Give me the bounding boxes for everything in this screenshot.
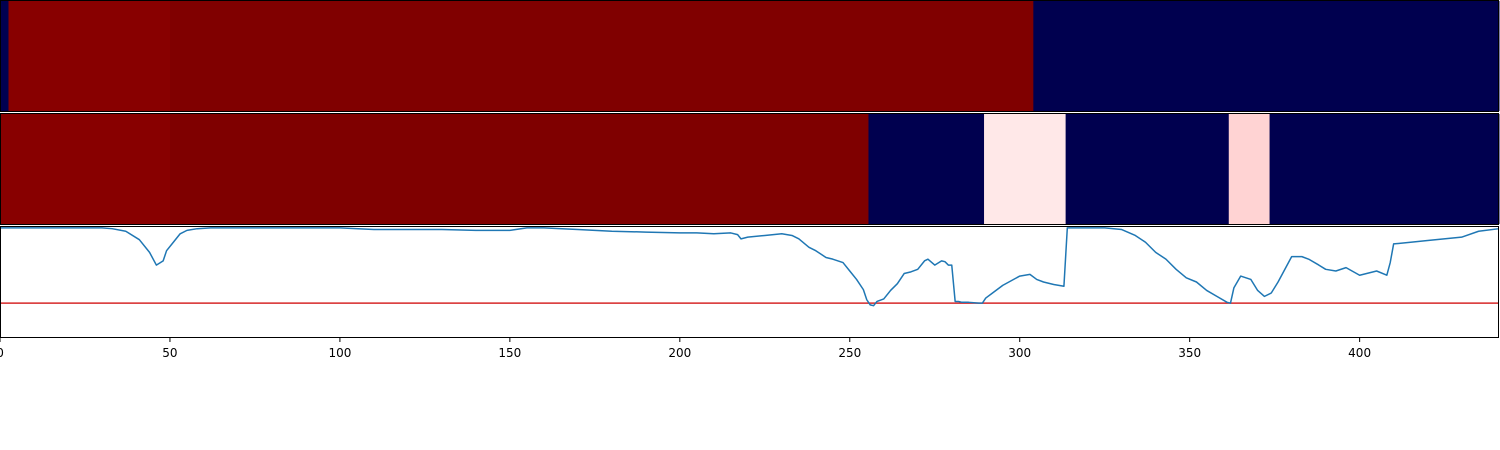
x-axis: 0 50 100 150 200 250 300 350 400 — [0, 338, 1371, 360]
heatmap-cell-1-0 — [0, 1, 9, 111]
x-tick-label-50: 50 — [162, 346, 177, 360]
line-plot-panel — [0, 226, 1500, 338]
line-plot-frame — [0, 226, 1499, 338]
line-plot-background — [0, 226, 1499, 338]
heatmap-cell-2-2 — [868, 114, 985, 224]
x-tick-label-0: 0 — [0, 346, 4, 360]
heatmap-cell-2-0 — [0, 114, 171, 224]
heatmap-cell-1-2 — [169, 1, 1034, 111]
heatmap-middle-frame — [0, 113, 1499, 225]
x-tick-label-350: 350 — [1178, 346, 1201, 360]
heatmap-cell-2-1 — [169, 114, 869, 224]
heatmap-top-panel — [0, 1, 1500, 111]
heatmap-cell-2-5 — [1228, 114, 1271, 224]
x-tick-label-200: 200 — [668, 346, 691, 360]
x-tick-label-400: 400 — [1348, 346, 1371, 360]
heatmap-cell-2-4 — [1065, 114, 1230, 224]
series-line — [0, 227, 1500, 307]
heatmap-cell-2-6 — [1269, 114, 1500, 224]
x-tick-label-300: 300 — [1008, 346, 1031, 360]
heatmap-cell-2-3 — [984, 114, 1067, 224]
x-tick-label-100: 100 — [328, 346, 351, 360]
heatmap-top-frame — [0, 0, 1499, 112]
x-tick-label-150: 150 — [498, 346, 521, 360]
heatmap-middle-panel — [0, 114, 1500, 224]
heatmap-cell-1-3 — [1033, 1, 1500, 111]
heatmap-cell-1-1 — [8, 1, 171, 111]
x-tick-label-250: 250 — [838, 346, 861, 360]
